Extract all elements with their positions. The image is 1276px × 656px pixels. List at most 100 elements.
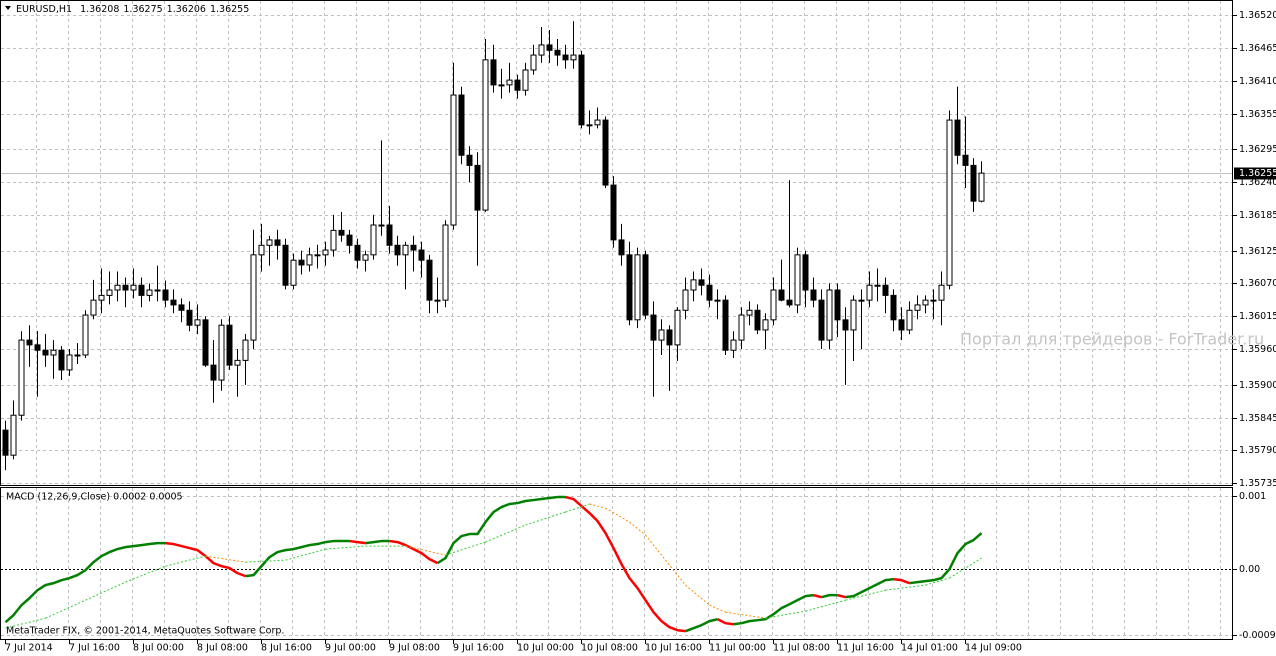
candle-body [58, 349, 65, 371]
candle-body [754, 309, 761, 331]
candle-body [618, 239, 625, 256]
x-tick-label: 9 Jul 16:00 [453, 643, 504, 654]
candle-body [330, 229, 337, 251]
candle-body [298, 259, 305, 266]
signal-line [605, 507, 630, 523]
candle-body [266, 239, 273, 246]
candle-body [258, 244, 265, 256]
x-tick-label: 11 Jul 00:00 [709, 643, 766, 654]
candle-body [762, 319, 769, 331]
y-tick-label: 0.001 [1239, 491, 1266, 502]
candle-body [850, 299, 857, 331]
candle-body [882, 284, 889, 296]
y-tick-label: 1.36465 [1239, 43, 1276, 54]
candle-body [906, 309, 913, 331]
macd-line [245, 539, 350, 578]
signal-line [565, 503, 590, 513]
x-tick-label: 14 Jul 01:00 [901, 643, 958, 654]
candle-body [834, 289, 841, 321]
current-price-box [1234, 167, 1276, 180]
signal-line [205, 555, 246, 563]
macd-line [909, 532, 983, 585]
x-tick-label: 11 Jul 16:00 [837, 643, 894, 654]
header-ohlc: 1.36275 [123, 4, 162, 15]
candle-body [970, 164, 977, 202]
current-price-label: 1.36255 [1239, 168, 1276, 179]
y-tick-label: 1.36240 [1239, 177, 1276, 188]
macd-line [685, 617, 718, 633]
candle-body [370, 224, 377, 256]
candle-body [418, 249, 425, 261]
candle-body [626, 254, 633, 321]
candle-body [10, 414, 17, 456]
candle-body [218, 324, 225, 381]
candle-body [210, 364, 217, 381]
candle-body [690, 279, 697, 291]
x-tick-label: 14 Jul 09:00 [965, 643, 1022, 654]
signal-line [725, 611, 766, 619]
candle-body [530, 54, 537, 71]
menu-triangle[interactable] [5, 6, 11, 10]
candle-body [946, 119, 953, 286]
candle-body [2, 429, 9, 456]
candle-body [610, 184, 617, 241]
candle-body [434, 299, 441, 302]
candle-body [586, 124, 593, 127]
candle-body [378, 224, 385, 227]
candle-body [170, 299, 177, 306]
candle-body [402, 244, 409, 256]
signal-line [285, 548, 326, 561]
candle-body [354, 244, 361, 261]
x-tick-label: 9 Jul 00:00 [325, 643, 376, 654]
candle-body [450, 94, 457, 226]
candle-body [682, 289, 689, 311]
signal-line [645, 534, 686, 586]
candle-body [282, 244, 289, 286]
candle-body [554, 49, 561, 56]
macd-line [565, 495, 686, 633]
candle-body [522, 69, 529, 91]
y-tick-label: 1.36410 [1239, 76, 1276, 87]
candle-body [578, 54, 585, 126]
signal-line [805, 599, 846, 612]
y-tick-label: 1.35960 [1239, 344, 1276, 355]
y-tick-label: 1.35790 [1239, 445, 1276, 456]
macd-line [813, 593, 822, 599]
candle-body [314, 254, 321, 257]
candle-body [66, 354, 73, 371]
macd-line [365, 539, 390, 545]
signal-line [405, 545, 446, 556]
candle-body [274, 239, 281, 246]
candle-body [666, 329, 673, 346]
candle-body [82, 314, 89, 356]
candle-body [154, 289, 161, 292]
candle-body [442, 224, 449, 301]
y-tick-label: -0.0009 [1239, 630, 1276, 641]
candle-body [802, 254, 809, 291]
y-tick-label: 1.35845 [1239, 413, 1276, 424]
candle-body [922, 299, 929, 306]
candle-body [178, 304, 185, 311]
y-tick-label: 1.35735 [1239, 478, 1276, 489]
macd-line [349, 539, 366, 545]
candle-body [674, 309, 681, 346]
signal-line [765, 610, 806, 619]
candle-body [290, 259, 297, 286]
y-tick-label: 1.36295 [1239, 144, 1276, 155]
candle-body [498, 84, 505, 87]
macd-title: MACD (12,26,9,Close) 0.0002 0.0005 [6, 492, 183, 503]
candle-body [914, 304, 921, 311]
candle-body [938, 284, 945, 301]
candle-body [978, 172, 985, 202]
candle-body [658, 329, 665, 341]
candle-body [346, 234, 353, 246]
candle-body [474, 164, 481, 211]
x-tick-label: 8 Jul 16:00 [261, 643, 312, 654]
candle-body [746, 309, 753, 316]
marks [2, 21, 985, 633]
candle-body [714, 299, 721, 302]
candle-body [594, 119, 601, 126]
candle-body [386, 224, 393, 246]
candle-body [18, 339, 25, 416]
signal-line [629, 521, 646, 536]
